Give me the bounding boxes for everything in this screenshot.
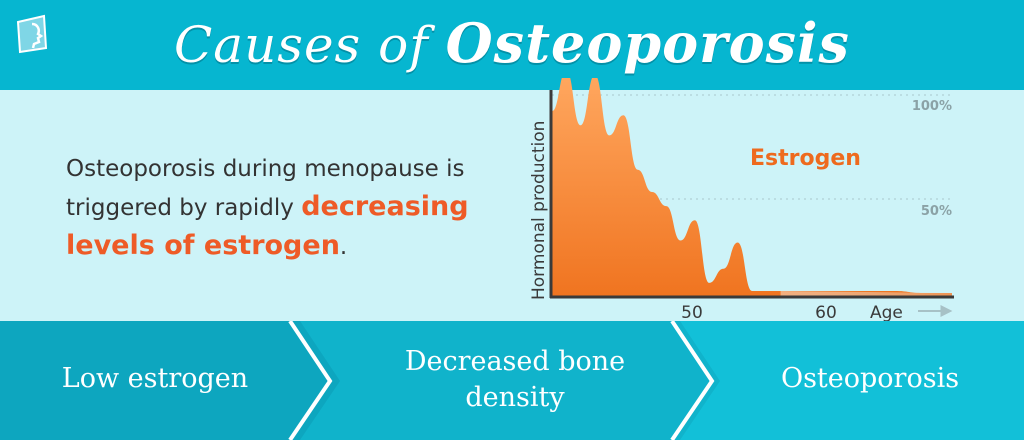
- flow-step-2-bg: [290, 321, 720, 440]
- chevron-right-icon: [288, 321, 333, 440]
- page-title: Causes of Osteoporosis: [0, 4, 1024, 84]
- intro-text: Osteoporosis during menopause is trigger…: [66, 150, 506, 266]
- estrogen-chart: Hormonal production 100% 50% Estrogen 50…: [529, 78, 954, 323]
- reference-label-50: 50%: [921, 204, 952, 219]
- flow-step-low-estrogen: Low estrogen: [61, 363, 249, 394]
- chevron-right-icon: [670, 321, 715, 440]
- flow-step-1-bg: [0, 321, 340, 440]
- intro-text-before: Osteoporosis during menopause is trigger…: [66, 156, 465, 221]
- title-main: Osteoporosis: [445, 11, 850, 75]
- title-prefix: Causes of: [174, 16, 429, 74]
- face-profile-logo-icon: [16, 14, 48, 54]
- reference-label-100: 100%: [912, 99, 952, 114]
- x-axis-label: Age: [870, 303, 903, 323]
- estrogen-area: [552, 78, 952, 297]
- flow-step-decreased-bone-density: Decreased bone density: [404, 346, 626, 413]
- y-axis-label: Hormonal production: [529, 121, 549, 300]
- estrogen-area-tail: [780, 290, 952, 297]
- flow-step-osteoporosis: Osteoporosis: [780, 363, 960, 394]
- series-label-estrogen: Estrogen: [750, 146, 861, 171]
- header-banner: Causes of Osteoporosis: [0, 0, 1024, 90]
- intro-text-after: .: [339, 234, 348, 260]
- flow-step-3-bg: [660, 321, 1024, 440]
- intro-highlight: decreasing levels of estrogen: [66, 191, 469, 261]
- x-tick-50: 50: [681, 303, 703, 323]
- x-tick-60: 60: [815, 303, 837, 323]
- cause-flow: [0, 321, 1024, 440]
